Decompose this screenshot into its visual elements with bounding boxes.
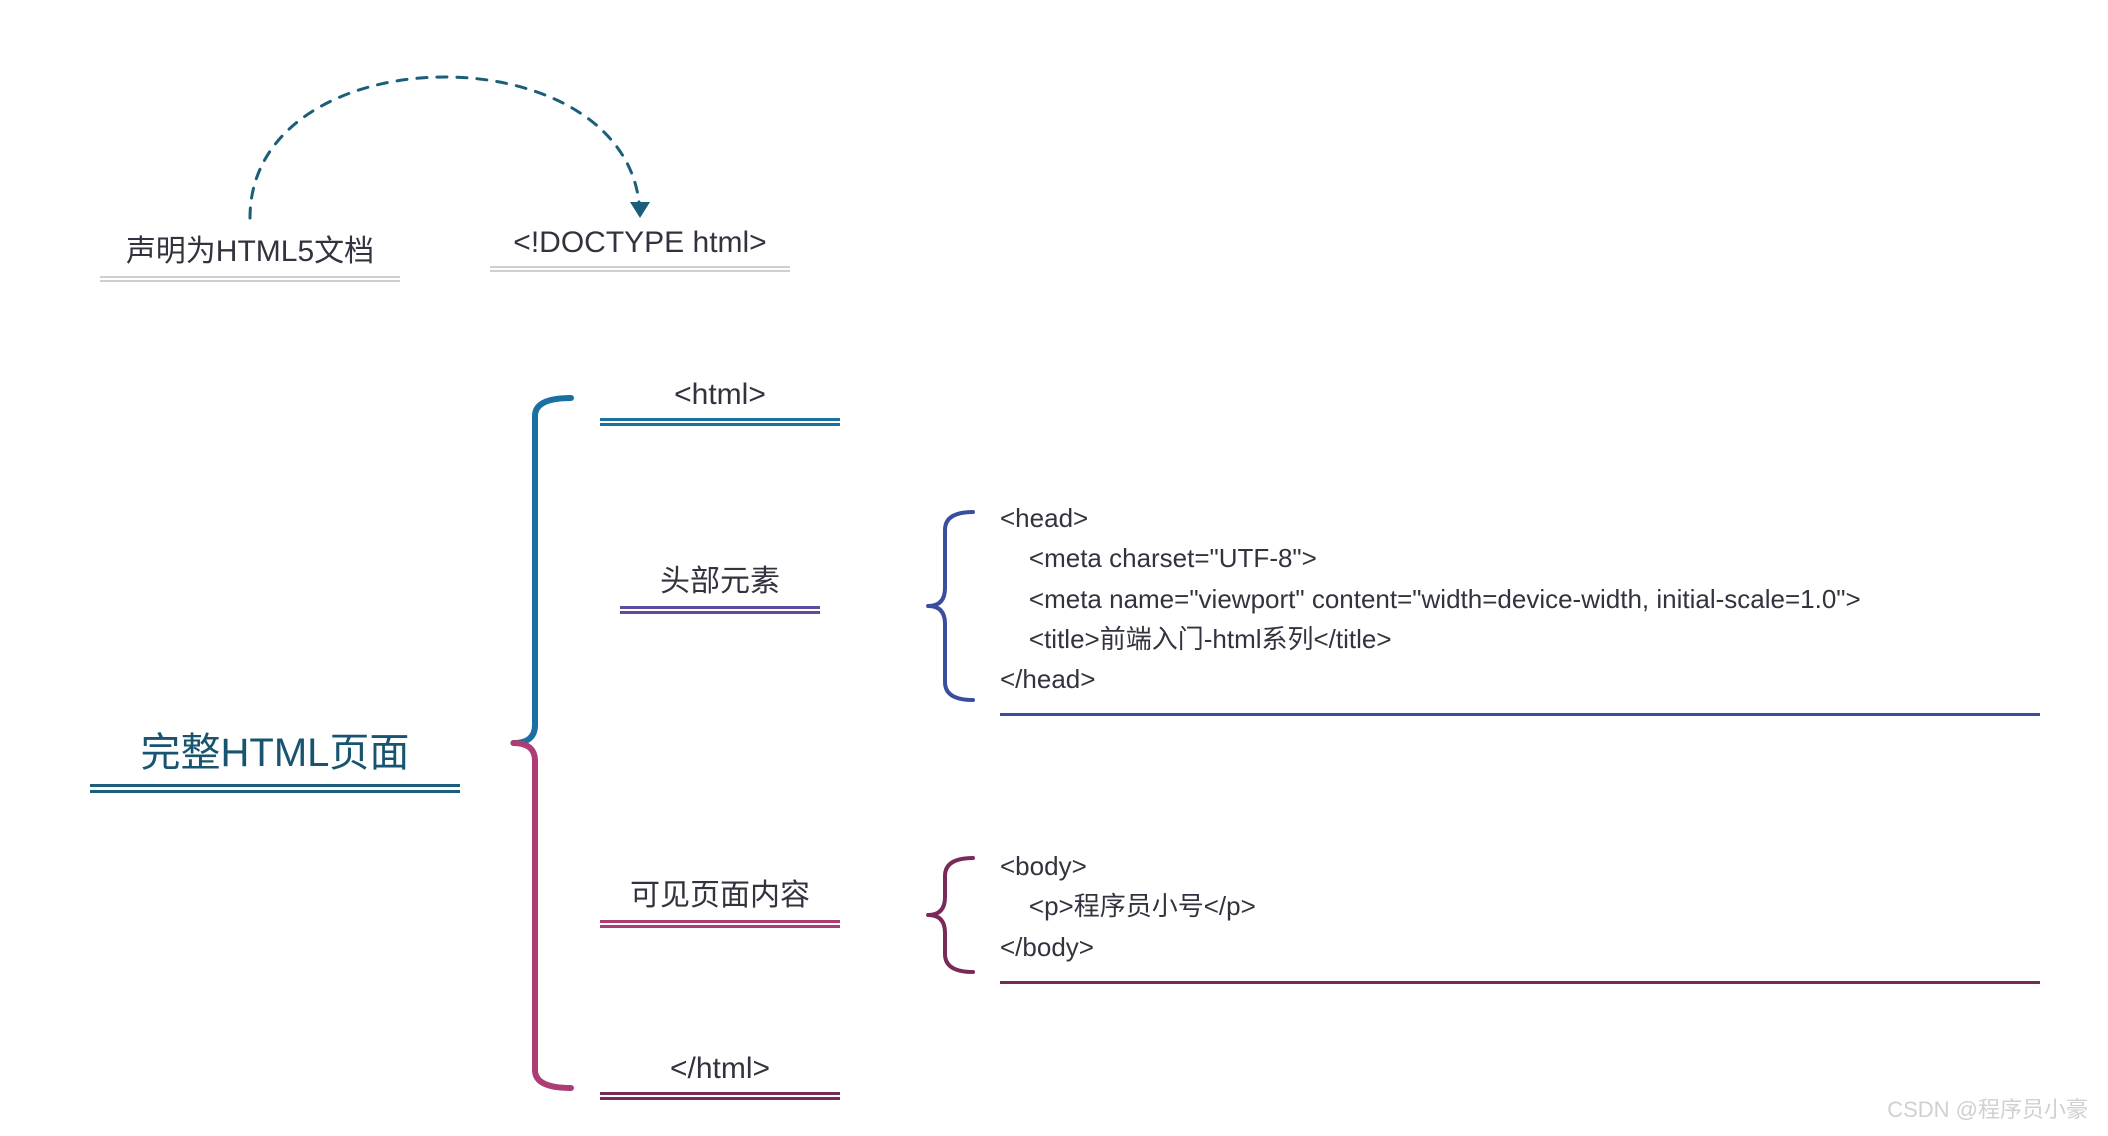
html-close-tag-label: </html> (600, 1052, 840, 1100)
diagram-stage: 声明为HTML5文档 <!DOCTYPE html> 完整HTML页面 <htm… (0, 0, 2108, 1136)
watermark-text: CSDN @程序员小豪 (1887, 1092, 2088, 1124)
doctype-code-label: <!DOCTYPE html> (490, 226, 790, 272)
head-code-block: <head> <meta charset="UTF-8"> <meta name… (1000, 498, 2040, 716)
body-code-block: <body> <p>程序员小号</p> </body> (1000, 846, 2040, 984)
doctype-description-label: 声明为HTML5文档 (100, 226, 400, 282)
html-open-tag-label: <html> (600, 378, 840, 426)
body-section-label: 可见页面内容 (600, 870, 840, 928)
root-title-label: 完整HTML页面 (90, 720, 460, 793)
head-section-label: 头部元素 (620, 556, 820, 614)
